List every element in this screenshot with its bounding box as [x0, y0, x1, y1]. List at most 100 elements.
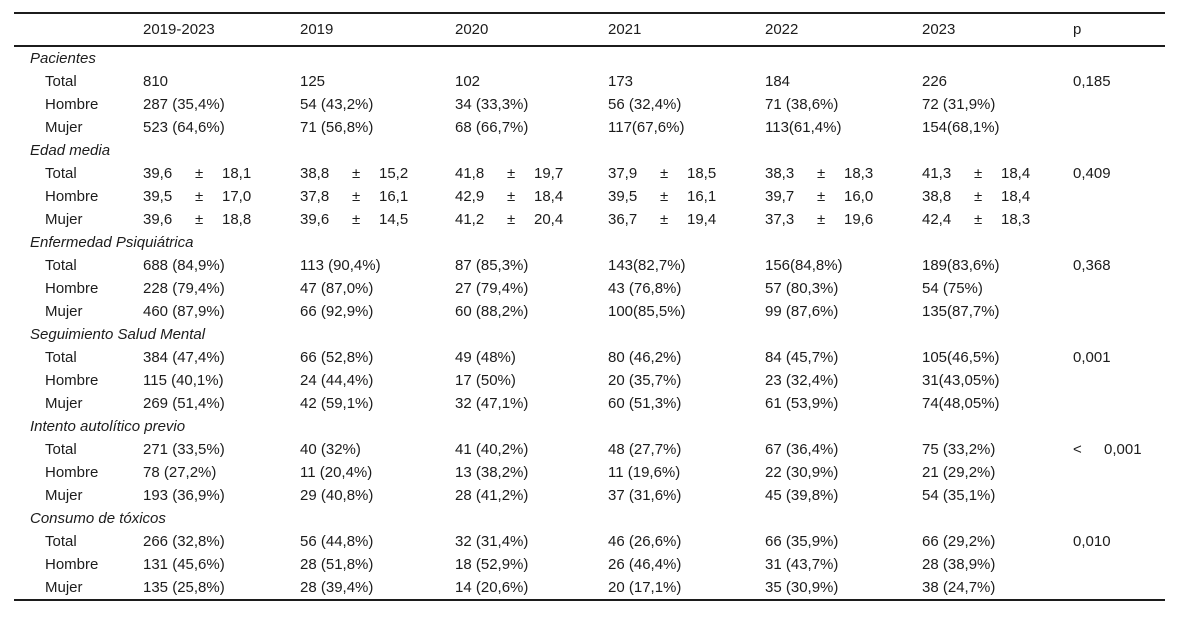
data-cell: 45 (39,8%): [765, 487, 839, 504]
data-cell: 61 (53,9%): [765, 395, 839, 412]
data-row: Hombre 287 (35,4%) 54 (43,2%) 34 (33,3%) 56 …: [14, 93, 1165, 116]
data-cell: 68 (66,7%): [455, 119, 529, 136]
data-cell: 49 (48%): [455, 349, 516, 366]
p-value-cell: 0,001: [1073, 349, 1165, 366]
data-cell: 38,3 ±18,3: [765, 165, 922, 182]
column-header: 2019: [300, 20, 334, 38]
data-row: Mujer 460 (87,9%) 66 (92,9%) 60 (88,2%) 100(…: [14, 300, 1165, 323]
data-cell: 269 (51,4%): [143, 395, 225, 412]
column-header: 2021: [608, 20, 642, 38]
sd-value: 17,0: [222, 188, 252, 205]
data-cell: 56 (44,8%): [300, 533, 374, 550]
data-cell: 66 (29,2%): [922, 533, 996, 550]
data-row: Total 266 (32,8%) 56 (44,8%) 32 (31,4%) 46 (…: [14, 530, 1165, 553]
row-label: Total: [45, 533, 77, 550]
mean-value: 38,8: [300, 165, 330, 182]
data-row: Hombre 78 (27,2%) 11 (20,4%) 13 (38,2%) 11 (…: [14, 461, 1165, 484]
table-bottom-rule: [14, 599, 1165, 601]
data-cell: 32 (31,4%): [455, 533, 529, 550]
data-cell: 37,9 ±18,5: [608, 165, 765, 182]
data-cell: 184: [765, 73, 791, 90]
data-cell: 135 (25,8%): [143, 579, 225, 596]
column-header: 2019-2023: [143, 20, 215, 38]
plus-minus-symbol: ±: [660, 188, 669, 205]
data-cell: 38,8 ±18,4: [922, 188, 1073, 205]
data-cell: 23 (32,4%): [765, 372, 839, 389]
data-cell: 47 (87,0%): [300, 280, 374, 297]
sd-value: 18,1: [222, 165, 252, 182]
data-cell: 31 (43,7%): [765, 556, 839, 573]
sd-value: 15,2: [379, 165, 409, 182]
plus-minus-symbol: ±: [817, 165, 826, 182]
data-cell: 28 (39,4%): [300, 579, 374, 596]
mean-value: 39,7: [765, 188, 795, 205]
data-cell: 28 (41,2%): [455, 487, 529, 504]
data-cell: 100(85,5%): [608, 303, 686, 320]
data-cell: 13 (38,2%): [455, 464, 529, 481]
data-cell: 810: [143, 73, 169, 90]
column-header: p: [1073, 20, 1082, 38]
data-cell: 40 (32%): [300, 441, 361, 458]
data-cell: 43 (76,8%): [608, 280, 682, 297]
row-label: Total: [45, 73, 77, 90]
data-cell: 228 (79,4%): [143, 280, 225, 297]
data-cell: 287 (35,4%): [143, 96, 225, 113]
plus-minus-symbol: ±: [195, 211, 204, 228]
data-cell: 99 (87,6%): [765, 303, 839, 320]
section-title: Consumo de tóxicos: [30, 510, 166, 527]
p-value-cell: 0,368: [1073, 257, 1165, 274]
data-cell: 38,8 ±15,2: [300, 165, 455, 182]
plus-minus-symbol: ±: [507, 188, 516, 205]
data-cell: 113(61,4%): [765, 119, 842, 136]
results-table: 2019-2023 2019 2020 2021 2022 2023 p Pacientes…: [14, 12, 1165, 601]
data-cell: 46 (26,6%): [608, 533, 682, 550]
data-cell: 71 (56,8%): [300, 119, 374, 136]
sd-value: 19,4: [687, 211, 717, 228]
data-cell: 22 (30,9%): [765, 464, 839, 481]
row-label: Total: [45, 441, 77, 458]
data-cell: 20 (17,1%): [608, 579, 682, 596]
data-cell: 56 (32,4%): [608, 96, 682, 113]
data-cell: 32 (47,1%): [455, 395, 529, 412]
data-cell: 11 (19,6%): [608, 464, 681, 481]
data-cell: 105(46,5%): [922, 349, 1000, 366]
data-cell: 271 (33,5%): [143, 441, 225, 458]
data-cell: 28 (38,9%): [922, 556, 996, 573]
sd-value: 14,5: [379, 211, 409, 228]
p-value-cell: 0,010: [1073, 533, 1165, 550]
data-row: Mujer 39,6 ±18,8 39,6 ±14,5 41,2 ±20,4 36,7 ±19,…: [14, 208, 1165, 231]
sd-value: 18,4: [1001, 165, 1031, 182]
data-row: Hombre 115 (40,1%) 24 (44,4%) 17 (50%) 20 (3…: [14, 369, 1165, 392]
data-cell: 80 (46,2%): [608, 349, 682, 366]
data-cell: 54 (75%): [922, 280, 983, 297]
sd-value: 20,4: [534, 211, 564, 228]
row-label: Mujer: [45, 119, 83, 136]
data-cell: 28 (51,8%): [300, 556, 374, 573]
sd-value: 19,7: [534, 165, 564, 182]
row-label: Hombre: [45, 96, 99, 113]
sd-value: 16,1: [687, 188, 717, 205]
mean-value: 37,8: [300, 188, 330, 205]
data-cell: 226: [922, 73, 948, 90]
sd-value: 18,5: [687, 165, 717, 182]
section-title: Pacientes: [30, 50, 96, 67]
section-title: Edad media: [30, 142, 111, 159]
section-row: Consumo de tóxicos: [14, 507, 1165, 530]
data-cell: 193 (36,9%): [143, 487, 225, 504]
column-header: 2022: [765, 20, 799, 38]
data-cell: 57 (80,3%): [765, 280, 839, 297]
data-row: Total 271 (33,5%) 40 (32%) 41 (40,2%) 48 (27…: [14, 438, 1165, 461]
mean-value: 36,7: [608, 211, 638, 228]
data-row: Hombre 39,5 ±17,0 37,8 ±16,1 42,9 ±18,4 39,5 ±16…: [14, 185, 1165, 208]
data-cell: 156(84,8%): [765, 257, 843, 274]
data-cell: 113 (90,4%): [300, 257, 381, 274]
sd-value: 19,6: [844, 211, 874, 228]
plus-minus-symbol: ±: [974, 211, 983, 228]
data-cell: 117(67,6%): [608, 119, 685, 136]
data-cell: 75 (33,2%): [922, 441, 996, 458]
data-cell: 84 (45,7%): [765, 349, 839, 366]
column-header: 2023: [922, 20, 956, 38]
p-value-cell: 0,185: [1073, 73, 1165, 90]
data-cell: 39,5 ±16,1: [608, 188, 765, 205]
p-value-cell: <0,001: [1073, 441, 1165, 458]
